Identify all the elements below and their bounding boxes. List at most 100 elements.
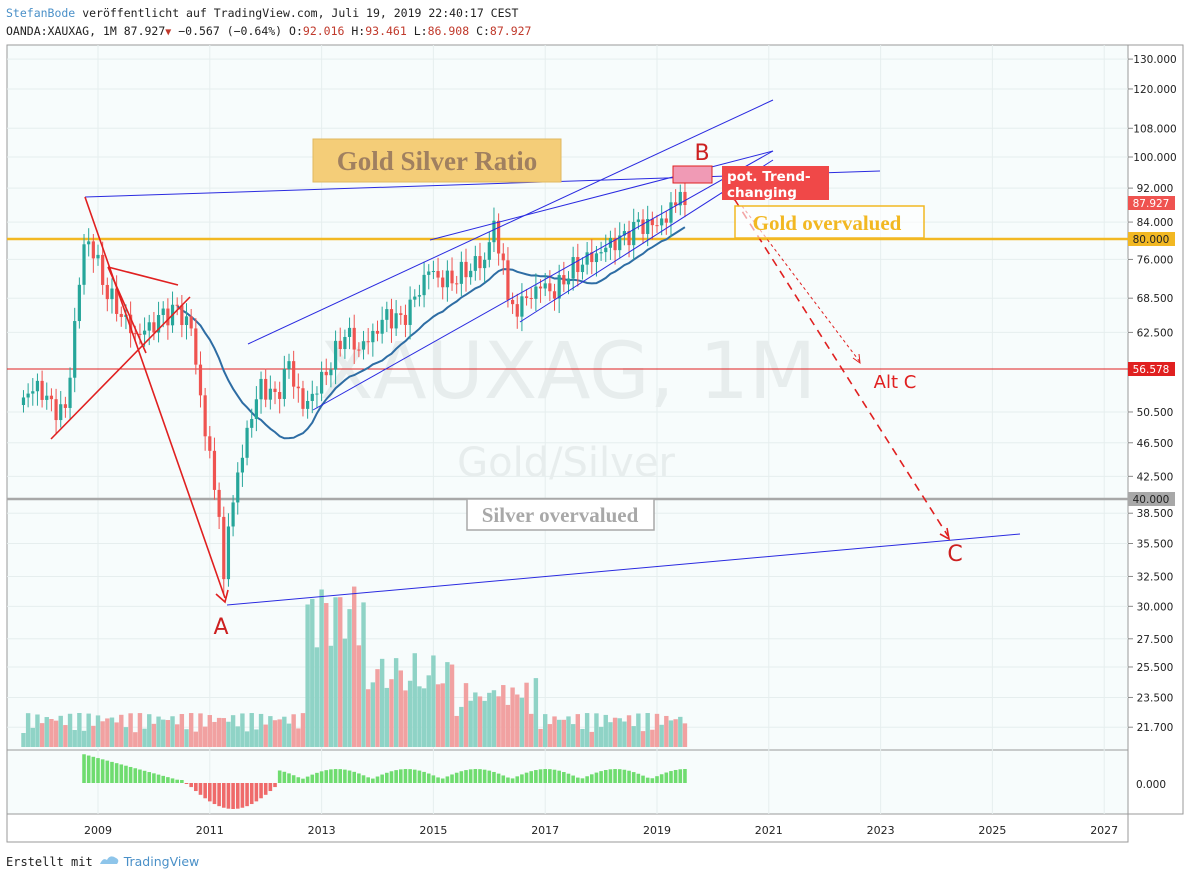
candle-body <box>520 296 524 317</box>
volume-bar <box>347 609 352 747</box>
channel-upper-line[interactable] <box>247 99 774 345</box>
price-tick-label: 46.500 <box>1137 438 1174 450</box>
price-axis[interactable] <box>1127 44 1184 815</box>
resistance-zone-box[interactable] <box>672 165 713 184</box>
macd-bar <box>636 773 641 783</box>
macd-bar <box>594 772 599 783</box>
candle-body <box>385 309 389 320</box>
volume-bar <box>594 713 599 747</box>
volume-bar <box>538 728 543 747</box>
candle-body <box>287 361 291 370</box>
close-label: C: <box>476 24 490 38</box>
silver-overvalued-box[interactable] <box>466 498 655 531</box>
macd-bar <box>319 771 324 783</box>
macd-bar <box>450 774 454 783</box>
volume-bar <box>230 715 236 747</box>
macd-bar <box>375 776 380 783</box>
macd-bar <box>641 775 645 783</box>
author-name[interactable]: StefanBode <box>6 6 76 20</box>
candle-body <box>180 305 184 326</box>
candle-body <box>250 418 254 428</box>
candle-body <box>208 436 212 451</box>
volume-bar <box>575 714 581 747</box>
candle-body <box>101 254 105 285</box>
main-pane[interactable] <box>6 44 1129 751</box>
candle-body <box>469 270 473 278</box>
candle-body <box>552 291 557 299</box>
macd-bar <box>329 769 333 783</box>
triangle-left-line[interactable] <box>107 266 147 354</box>
volume-bar <box>589 731 594 747</box>
candle-body <box>450 270 454 284</box>
long-support-line[interactable] <box>226 533 1021 606</box>
macd-bar <box>683 769 687 783</box>
alt-c-arrowhead-icon <box>852 353 861 365</box>
volume-bar <box>375 669 380 747</box>
candle-body <box>105 284 109 300</box>
macd-bar <box>175 779 179 783</box>
volume-bar <box>249 713 254 747</box>
wave-c-projection[interactable] <box>734 199 949 537</box>
macd-bar <box>552 769 557 783</box>
candle-body <box>333 340 338 370</box>
title-box-text: Gold Silver Ratio <box>337 146 538 176</box>
macd-bar <box>198 783 203 795</box>
triangle-lower-line[interactable] <box>50 296 191 440</box>
candle-body <box>231 502 235 527</box>
footer-brand[interactable]: TradingView <box>123 854 200 869</box>
gold-level-tag-text: 80.000 <box>1133 234 1170 246</box>
price-tick-label: 21.700 <box>1137 722 1174 734</box>
title-box[interactable] <box>312 138 562 183</box>
candle-body <box>152 322 156 333</box>
candle-body <box>422 274 426 296</box>
wave-a-line[interactable] <box>84 196 226 599</box>
macd-bar <box>515 776 520 783</box>
volume-bar <box>384 687 390 747</box>
macd-bar <box>133 768 138 783</box>
candle-body <box>82 244 86 285</box>
macd-bar <box>361 775 366 783</box>
macd-bar <box>617 769 622 783</box>
red-level-tag-text: 56.578 <box>1133 364 1170 376</box>
inner-channel-upper-line[interactable] <box>429 150 774 241</box>
macd-bar <box>194 783 198 792</box>
macd-bar <box>110 761 114 783</box>
trend-change-box[interactable] <box>722 166 829 200</box>
volume-bar <box>431 655 436 747</box>
macd-bar <box>464 770 468 783</box>
gold-overvalued-box[interactable] <box>734 205 925 239</box>
candle-body <box>147 322 151 331</box>
macd-bar <box>91 756 96 783</box>
macd-bar <box>510 778 515 783</box>
volume-bar <box>352 586 357 747</box>
volume-bar <box>156 716 161 747</box>
candle-body <box>156 315 161 333</box>
macd-bar <box>324 770 329 783</box>
price-tick-label: 42.500 <box>1137 471 1174 483</box>
time-axis[interactable] <box>6 813 1129 843</box>
candle-body <box>254 399 258 419</box>
macd-bar <box>221 783 226 808</box>
macd-bar <box>478 769 482 783</box>
high-value: 93.461 <box>365 24 407 38</box>
macd-bar <box>557 770 561 783</box>
price-tick-label: 68.500 <box>1137 293 1174 305</box>
candle-body <box>441 277 445 288</box>
candle-body <box>580 264 585 273</box>
macd-bar <box>436 777 440 783</box>
channel-lower-line[interactable] <box>312 150 774 411</box>
macd-bar <box>305 776 310 783</box>
macd-bar <box>166 777 170 783</box>
candle-body <box>427 271 431 275</box>
volume-bar <box>319 589 324 747</box>
volume-bar <box>398 670 403 747</box>
volume-bar <box>454 715 459 747</box>
trend-channels[interactable] <box>84 99 1021 606</box>
macd-bar <box>589 774 594 783</box>
candle-body <box>240 457 245 473</box>
triangle-upper-line[interactable] <box>107 266 179 286</box>
candle-body <box>394 313 398 329</box>
macd-bar <box>422 771 426 783</box>
tradingview-logo-icon <box>98 854 120 869</box>
